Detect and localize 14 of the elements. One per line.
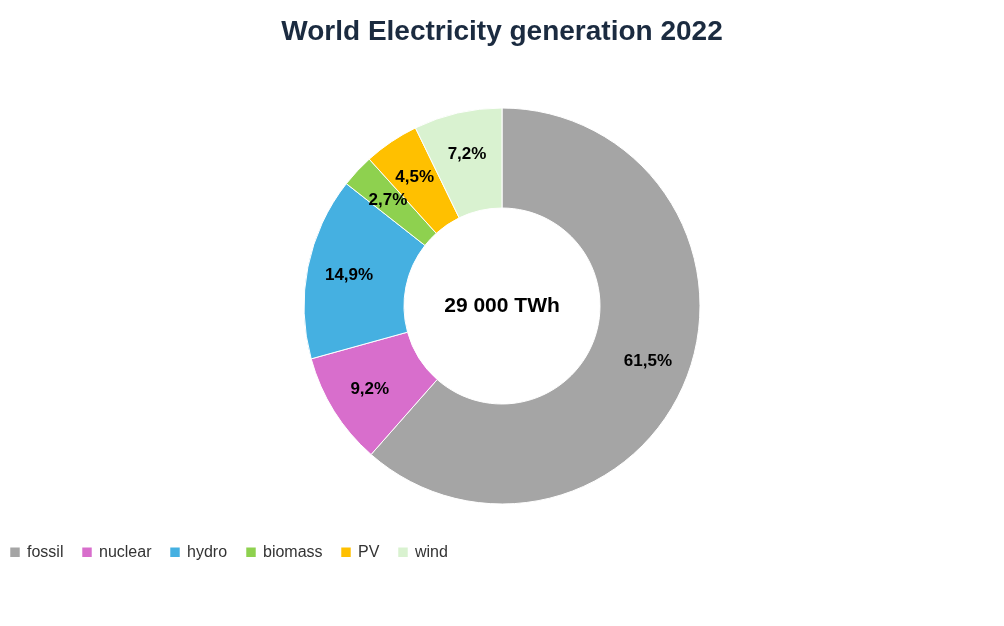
data-label: 7,2% (447, 143, 487, 163)
legend-label: nuclear (99, 543, 153, 561)
chart-title: World Electricity generation 2022 (281, 15, 723, 46)
legend-label: hydro (187, 543, 228, 561)
legend-label: biomass (263, 543, 323, 561)
data-label: 2,7% (368, 189, 408, 209)
data-label: 14,9% (324, 265, 374, 285)
legend-label: PV (358, 543, 380, 561)
legend-label: fossil (27, 543, 64, 561)
data-label: 4,5% (395, 166, 435, 186)
legend-label: wind (414, 543, 448, 561)
text: 29 000 TWh (444, 293, 560, 316)
data-label: 61,5% (623, 351, 673, 371)
data-label: 9,2% (350, 378, 390, 398)
